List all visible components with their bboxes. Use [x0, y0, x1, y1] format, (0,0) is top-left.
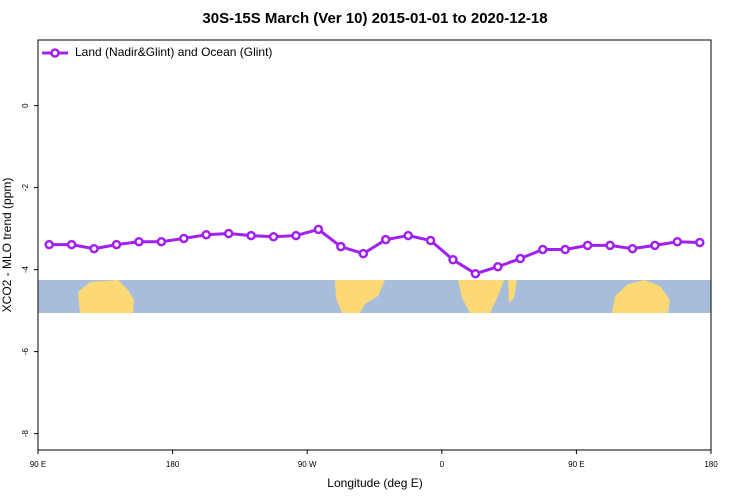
data-point — [179, 233, 189, 244]
data-point — [448, 255, 458, 265]
data-point — [582, 240, 593, 251]
data-point — [223, 228, 234, 239]
data-point — [44, 239, 54, 250]
y-tick-label: -2 — [21, 183, 30, 191]
y-tick-label: -4 — [21, 265, 30, 273]
land — [458, 280, 504, 313]
plot-frame — [37, 39, 712, 451]
y-tick-label: -6 — [21, 347, 30, 355]
x-tick-label: 90 W — [298, 460, 317, 469]
data-point — [695, 237, 705, 248]
chart-title: 30S-15S March (Ver 10) 2015-01-01 to 202… — [202, 10, 547, 27]
data-point — [313, 224, 324, 235]
x-tick-label: 90 E — [30, 460, 46, 469]
data-point — [268, 232, 279, 242]
data-point — [358, 248, 369, 259]
data-point — [66, 239, 77, 250]
map-strip — [38, 280, 711, 313]
data-point — [672, 236, 683, 247]
data-point — [493, 261, 503, 272]
data-point — [425, 235, 436, 246]
data-point — [246, 230, 256, 241]
x-tick-label: 90 E — [568, 460, 584, 469]
data-point — [89, 243, 99, 254]
data-point — [156, 236, 167, 247]
legend-marker — [50, 48, 60, 58]
land — [612, 280, 670, 313]
data-point — [560, 244, 570, 255]
data-point — [380, 234, 391, 245]
data-point — [403, 230, 413, 241]
data-point — [336, 241, 346, 252]
y-tick-label: 0 — [21, 103, 30, 108]
x-tick-label: 0 — [440, 460, 445, 469]
x-axis-label: Longitude (deg E) — [327, 476, 422, 490]
x-tick-label: 180 — [166, 460, 180, 469]
data-point — [201, 230, 211, 240]
data-point — [538, 244, 548, 255]
land — [508, 280, 517, 303]
data-point — [134, 236, 144, 247]
data-point — [650, 240, 660, 251]
data-point — [111, 239, 122, 250]
y-axis-label: XCO2 - MLO trend (ppm) — [0, 178, 14, 313]
x-tick-label: 180 — [704, 460, 718, 469]
data-point — [291, 230, 301, 241]
data-point — [470, 268, 481, 279]
land — [78, 280, 134, 313]
data-point — [515, 253, 526, 264]
data-line — [49, 227, 700, 276]
land — [335, 280, 385, 313]
data-point — [605, 240, 615, 251]
y-tick-label: -8 — [21, 429, 30, 437]
legend-label: Land (Nadir&Glint) and Ocean (Glint) — [75, 45, 272, 59]
data-point — [627, 243, 638, 254]
